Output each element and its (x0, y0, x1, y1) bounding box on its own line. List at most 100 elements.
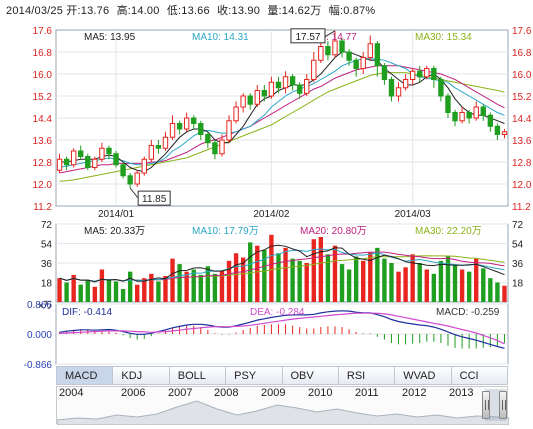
price-ma5-legend: MA5: 13.95 (84, 32, 136, 43)
volume-bar-down (113, 281, 119, 302)
year-label: 2004 (59, 387, 84, 399)
timeline-navigator[interactable]: 2004 2006 2007 2008 2009 2010 2011 2012 … (56, 386, 509, 425)
quote-date-open: 2014/03/25 开:13.76 (6, 5, 110, 17)
candle-up (268, 81, 275, 97)
volume-bar-up (283, 247, 288, 302)
candle-down (480, 106, 486, 116)
candle-up (134, 172, 140, 185)
price-ma5-line (59, 51, 505, 173)
tab-obv[interactable]: OBV (282, 366, 339, 385)
volume-tick-left: 72 (41, 220, 53, 231)
price-ma20-legend: MA20: 14.77 (300, 32, 357, 43)
timeline-right-handle[interactable] (499, 391, 507, 419)
candle-down (85, 156, 91, 168)
price-tick-right: 12.0 (512, 180, 532, 191)
volume-bar-down (191, 269, 196, 302)
tab-boll[interactable]: BOLL (169, 366, 227, 385)
candle-down (346, 51, 352, 61)
volume-bar-down (78, 284, 83, 302)
volume-tick-left: 54 (41, 240, 53, 251)
tab-wvad[interactable]: WVAD (395, 366, 452, 385)
volume-bar-up (410, 254, 415, 302)
candle-up (402, 79, 409, 89)
macd-dif-line (59, 310, 505, 349)
volume-bar-up (99, 269, 105, 302)
candle-down (452, 112, 458, 122)
volume-bar-up (226, 260, 232, 302)
candle-down (388, 79, 395, 97)
candle-up (254, 90, 260, 105)
tab-psy[interactable]: PSY (226, 366, 283, 385)
volume-ma5-line (59, 244, 505, 283)
min-callout-box (137, 190, 171, 206)
candle-down (78, 150, 84, 157)
candle-up (56, 158, 63, 171)
volume-bar-up (163, 276, 168, 302)
candle-up (424, 68, 430, 78)
macd-dif-legend: DIF: -0.414 (62, 307, 112, 318)
max-callout-line (324, 30, 336, 38)
tab-macd[interactable]: MACD (56, 366, 114, 385)
volume-bar-down (290, 258, 295, 302)
volume-tick-right: 18 (512, 279, 524, 290)
price-tick-left: 16.0 (33, 70, 53, 81)
tab-kdj[interactable]: KDJ (113, 366, 170, 385)
volume-ma5-legend: MA5: 20.33万 (84, 226, 145, 237)
volume-bar-down (85, 280, 90, 302)
volume-bar-up (474, 258, 479, 302)
candle-down (127, 175, 133, 185)
quote-volume: 量:14.62万 (267, 5, 322, 17)
price-tick-left: 13.6 (33, 136, 53, 147)
price-tick-left: 12.0 (33, 180, 53, 191)
candle-up (169, 123, 176, 138)
candle-up (141, 158, 147, 174)
candle-down (212, 142, 218, 155)
volume-bar-down (156, 281, 161, 302)
macd-dea-legend: DEA: -0.284 (250, 307, 305, 318)
candle-down (374, 43, 381, 67)
volume-bar-up (170, 258, 175, 302)
timeline-left-handle[interactable] (482, 391, 490, 419)
candle-down (417, 70, 423, 78)
candle-down (381, 65, 388, 80)
volume-bar-down (120, 289, 126, 302)
candle-up (501, 131, 508, 135)
volume-bar-down (198, 274, 203, 302)
volume-tick-left: 18 (41, 279, 53, 290)
volume-bar-down (297, 260, 302, 302)
price-ma30-line (59, 72, 505, 182)
candle-up (162, 136, 169, 149)
candle-down (445, 95, 451, 113)
candle-down (494, 125, 501, 135)
candle-up (219, 139, 225, 155)
candle-up (183, 117, 190, 130)
quote-high: 高:14.00 (116, 5, 160, 17)
candle-up (311, 59, 317, 80)
volume-bar-down (64, 282, 69, 302)
volume-unit-label: x万 (38, 300, 52, 310)
price-tick-right: 16.8 (512, 48, 532, 59)
candle-up (92, 158, 98, 168)
candle-up (360, 57, 366, 69)
price-tick-right: 15.2 (512, 92, 532, 103)
candle-up (148, 145, 155, 160)
year-label: 2007 (168, 387, 193, 399)
candle-down (106, 147, 112, 155)
volume-bar-up (71, 274, 76, 302)
macd-tick-left: -0.866 (24, 360, 53, 371)
volume-bar-up (57, 278, 62, 302)
volume-bar-up (502, 285, 507, 302)
candle-down (487, 114, 494, 127)
quote-header: 2014/03/25 开:13.76 高:14.00 低:13.66 收:13.… (6, 2, 379, 18)
candle-up (395, 87, 402, 97)
volume-bar-up (361, 260, 366, 302)
candle-down (296, 84, 303, 94)
tab-rsi[interactable]: RSI (338, 366, 396, 385)
candle-up (304, 79, 310, 94)
candle-down (120, 164, 126, 177)
volume-bar-up (368, 252, 373, 302)
volume-bar-down (389, 263, 394, 302)
volume-bar-down (177, 264, 182, 302)
tab-cci[interactable]: CCI (451, 366, 508, 385)
